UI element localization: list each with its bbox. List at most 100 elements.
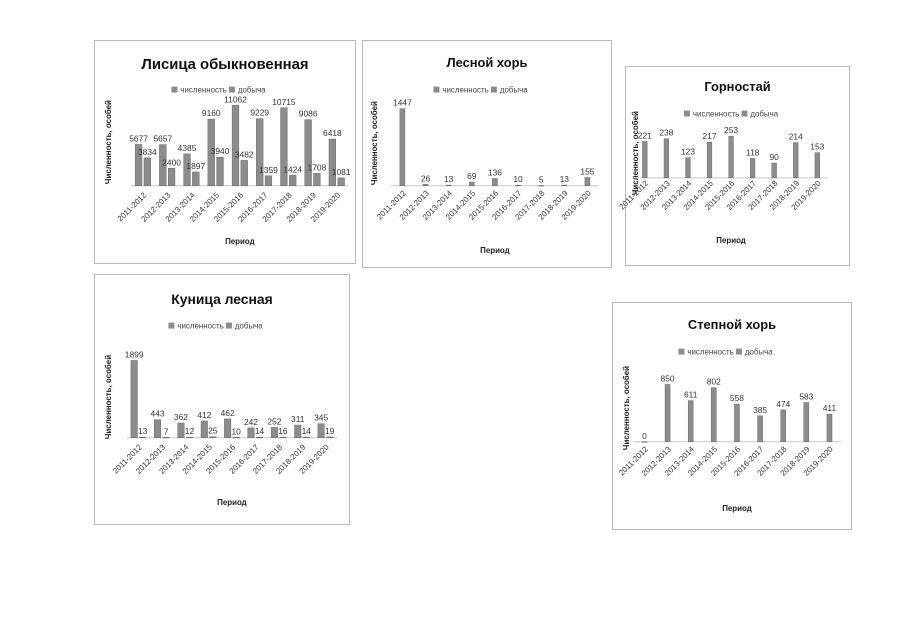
data-label: 412 [197, 410, 211, 420]
y-axis-title: Численность, особей [622, 366, 631, 450]
legend: численность добыча [433, 86, 528, 95]
data-label: 583 [799, 392, 813, 402]
x-axis-title: Период [480, 246, 510, 255]
bar-population [207, 118, 215, 186]
chart-title: Степной хорь [688, 317, 776, 332]
x-axis-title: Период [217, 498, 247, 507]
data-label: 123 [681, 147, 695, 157]
bar-population [663, 138, 669, 179]
bar-population [771, 162, 777, 179]
bar-harvest [209, 436, 217, 438]
legend-label: численность [180, 86, 226, 95]
bar-population [154, 419, 162, 438]
data-label: 1708 [308, 162, 327, 172]
legend-label: численность [693, 110, 739, 119]
data-label: 253 [724, 125, 738, 135]
data-label: 16 [278, 426, 288, 436]
legend-label: добыча [750, 110, 778, 119]
y-axis-title: Численность, особей [104, 100, 113, 184]
data-label: 69 [467, 171, 477, 181]
bar-population [538, 185, 544, 187]
data-label: 136 [488, 167, 502, 177]
bar-harvest [167, 168, 176, 186]
bar-population [422, 184, 429, 186]
data-label: 26 [421, 173, 431, 183]
bar-population [130, 360, 138, 438]
bar-population [159, 144, 167, 186]
x-axis-title: Период [716, 236, 746, 245]
data-label: 9229 [250, 108, 269, 118]
bar-harvest [279, 436, 287, 438]
legend-swatch [433, 86, 440, 93]
chart-svg-fox: Лисица обыкновенная численность добыча Числ… [104, 57, 351, 246]
data-label: 11062 [224, 94, 247, 104]
data-label: 1081 [332, 167, 351, 177]
bar-harvest [302, 436, 310, 438]
data-label: 558 [730, 393, 744, 403]
data-label: 9160 [202, 108, 221, 118]
data-label: 802 [707, 377, 721, 387]
chart-panel-polecat: Лесной хорь численность добыча Численность,… [362, 40, 612, 268]
data-label: 9086 [299, 109, 318, 119]
bar-population [469, 181, 475, 186]
bar-harvest [313, 173, 321, 186]
legend-label: добыча [745, 348, 773, 357]
data-label: 7 [164, 426, 169, 436]
legend: численность добыча [678, 348, 773, 357]
chart-svg-steppe: Степной хорь численность добыча Численность… [617, 317, 842, 513]
data-label: 13 [138, 426, 148, 436]
data-label: 217 [702, 131, 716, 141]
data-label: 90 [770, 152, 780, 162]
bar-population [317, 423, 325, 438]
data-label: 1359 [259, 165, 278, 175]
legend-label: добыча [235, 322, 263, 331]
chart-title: Лесной хорь [447, 55, 528, 70]
bar-population [183, 153, 191, 186]
bar-population [814, 152, 820, 179]
data-label: 214 [789, 132, 803, 142]
chart-panel-marten: Куница лесная численность добыча Численност… [94, 274, 350, 525]
bar-population [280, 107, 288, 186]
legend-swatch [741, 110, 748, 117]
chart-panel-steppe: Степной хорь численность добыча Численность… [612, 302, 852, 530]
chart-svg-ermine: Горностай численность добыча Численность, о… [618, 79, 829, 245]
data-label: 19 [325, 426, 335, 436]
data-label: 0 [642, 431, 647, 441]
data-label: 5657 [153, 134, 172, 144]
legend-swatch [228, 86, 235, 93]
legend-label: добыча [500, 86, 528, 95]
bar-harvest [216, 156, 224, 186]
data-label: 3940 [211, 146, 230, 156]
data-label: 10715 [272, 97, 296, 107]
y-axis-title: Численность, особей [104, 355, 113, 439]
data-label: 311 [291, 414, 305, 424]
bar-harvest [232, 437, 240, 439]
bar-population [584, 177, 591, 186]
bar-population [561, 184, 568, 186]
data-label: 155 [580, 166, 594, 176]
bar-population [664, 384, 671, 442]
data-label: 345 [314, 413, 328, 423]
data-label: 1447 [393, 98, 412, 108]
y-axis-title: Численность, особей [631, 111, 640, 195]
bar-population [492, 178, 498, 186]
chart-svg-polecat: Лесной хорь численность добыча Численность,… [370, 55, 600, 255]
legend: численность добыча [684, 110, 779, 119]
legend-swatch [225, 322, 232, 329]
data-label: 1897 [186, 161, 205, 171]
data-label: 385 [753, 405, 767, 415]
data-label: 118 [746, 147, 760, 157]
data-label: 221 [638, 130, 652, 140]
bar-harvest [143, 157, 151, 186]
data-label: 5 [539, 174, 544, 184]
data-label: 6418 [323, 128, 342, 138]
bar-population [793, 142, 799, 179]
bar-population [687, 400, 694, 442]
bar-population [247, 427, 255, 438]
bar-population [304, 119, 312, 186]
bar-population [711, 387, 717, 442]
data-label: 411 [823, 403, 837, 413]
bar-population [641, 441, 648, 443]
bar-harvest [185, 437, 193, 438]
chart-title: Куница лесная [171, 291, 272, 307]
